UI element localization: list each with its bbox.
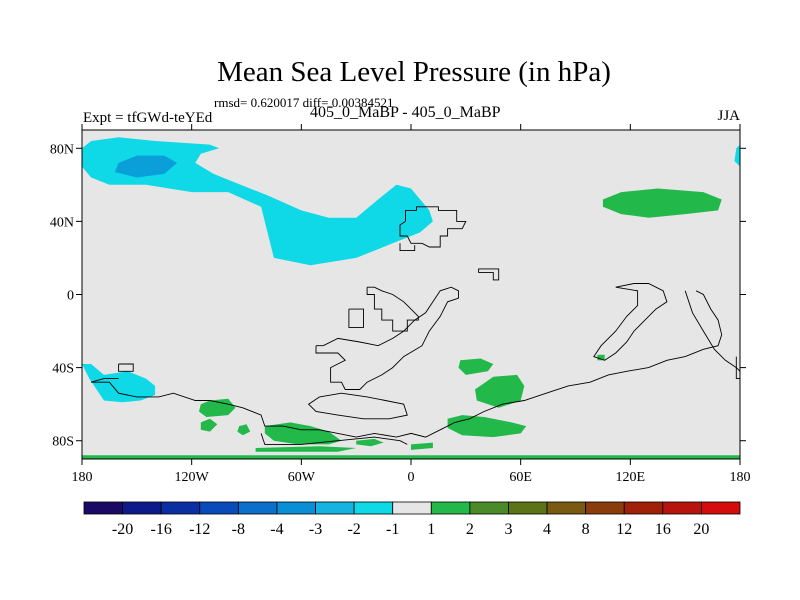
colorbar-level-label: -16 <box>151 521 172 538</box>
region-antarctic-high-b <box>356 438 384 447</box>
region-antarctic-high-a <box>264 422 342 445</box>
land-boundary-line <box>593 283 668 361</box>
colorbar-level-label: -3 <box>309 521 322 538</box>
region-south-indian-small <box>597 354 605 361</box>
subtitle-label: 405_0_MaBP - 405_0_MaBP <box>310 104 501 121</box>
x-tick-label: 120W <box>175 470 210 485</box>
colorbar-level-label: 2 <box>466 521 474 538</box>
land-boundary-line <box>366 286 419 332</box>
y-tick-label: 0 <box>67 289 74 304</box>
land-boundary-line <box>735 356 740 380</box>
colorbar-level-label: -4 <box>270 521 283 538</box>
colorbar-swatch <box>276 501 316 515</box>
colorbar-level-label: -8 <box>232 521 245 538</box>
colorbar-swatch <box>508 501 548 515</box>
region-south-pacific-high-b <box>200 418 218 432</box>
land-boundary-line <box>684 290 740 372</box>
region-south-pacific-high-a <box>199 398 236 417</box>
colorbar-level-label: 16 <box>655 521 671 538</box>
experiment-label: Expt = tfGWd-teYEd <box>83 110 213 126</box>
region-north-pacific-high <box>602 188 722 218</box>
x-tick-label: 120E <box>616 470 646 485</box>
region-indian-ocean-high-a <box>458 358 494 375</box>
colorbar-swatch <box>315 501 355 515</box>
x-tick-label: 60E <box>509 470 532 485</box>
colorbar-level-label: -1 <box>386 521 399 538</box>
colorbar-level-label: 12 <box>616 521 632 538</box>
land-boundaries <box>90 206 740 445</box>
y-tick-label: 80N <box>50 142 74 157</box>
colorbar-swatch <box>392 501 432 515</box>
land-boundary-line <box>307 392 408 420</box>
colorbar-level-label: 20 <box>693 521 709 538</box>
y-tick-label: 40S <box>52 362 74 377</box>
colorbar-swatch <box>199 501 239 515</box>
anomaly-regions <box>82 137 740 459</box>
region-south-pacific-low <box>82 364 156 403</box>
colorbar-swatch <box>353 501 394 515</box>
region-arctic-pacific-low <box>82 137 433 266</box>
colorbar-swatch <box>585 501 625 515</box>
land-boundary-line <box>399 206 467 248</box>
land-boundary-line <box>91 290 723 438</box>
y-tick-label: 80S <box>52 435 74 450</box>
region-indian-ocean-high-c <box>447 415 527 438</box>
colorbar-swatch <box>160 501 201 515</box>
colorbar-swatch <box>237 501 278 515</box>
region-arctic-east-edge <box>734 144 740 167</box>
x-tick-label: 60W <box>288 470 316 485</box>
region-south-pole-band <box>82 455 740 459</box>
region-arctic-core <box>114 155 177 178</box>
colorbar-swatch <box>662 501 702 515</box>
colorbar-level-label: 8 <box>582 521 590 538</box>
land-boundary-line <box>315 286 459 390</box>
colorbar-swatch <box>546 501 587 515</box>
land-boundary-line <box>478 268 500 281</box>
land-boundary-line <box>90 378 119 383</box>
colorbar-swatch <box>430 501 471 515</box>
colorbar-level-label: 3 <box>504 521 512 538</box>
colorbar-swatch <box>83 501 123 515</box>
x-tick-label: 0 <box>408 470 415 485</box>
colorbar-swatch <box>122 501 162 515</box>
x-tick-label: 180 <box>72 470 93 485</box>
y-tick-label: 40N <box>50 215 74 230</box>
colorbar-level-label: 4 <box>543 521 551 538</box>
colorbar-level-label: 1 <box>427 521 435 538</box>
region-south-pacific-high-c <box>237 424 251 436</box>
x-tick-label: 180 <box>730 470 751 485</box>
land-boundary-line <box>399 243 416 252</box>
colorbar-swatch <box>623 501 664 515</box>
axis-ticks: 180 120W 60W 0 60E 120E 180 80N 40N 0 40S 80S <box>50 124 751 485</box>
land-boundary-line <box>260 433 408 445</box>
colorbar-level-label: -2 <box>347 521 360 538</box>
colorbar-swatch <box>701 501 741 515</box>
land-boundary-line <box>118 363 134 372</box>
colorbar: -20 -16 -12 -8 -4 -3 -2 -1 1 2 3 4 8 12 16 20 <box>83 501 741 538</box>
land-boundary-line <box>348 308 364 328</box>
season-label: JJA <box>717 108 740 124</box>
region-antarctic-high-c <box>255 446 357 452</box>
colorbar-swatch <box>469 501 509 515</box>
chart-title: Mean Sea Level Pressure (in hPa) <box>217 56 611 88</box>
colorbar-level-label: -20 <box>112 521 133 538</box>
colorbar-level-label: -12 <box>189 521 210 538</box>
region-antarctic-high-d <box>411 442 433 450</box>
stats-label: rmsd= 0.620017 diff= 0.00384521 <box>214 95 394 110</box>
region-indian-ocean-high-b <box>475 374 525 408</box>
